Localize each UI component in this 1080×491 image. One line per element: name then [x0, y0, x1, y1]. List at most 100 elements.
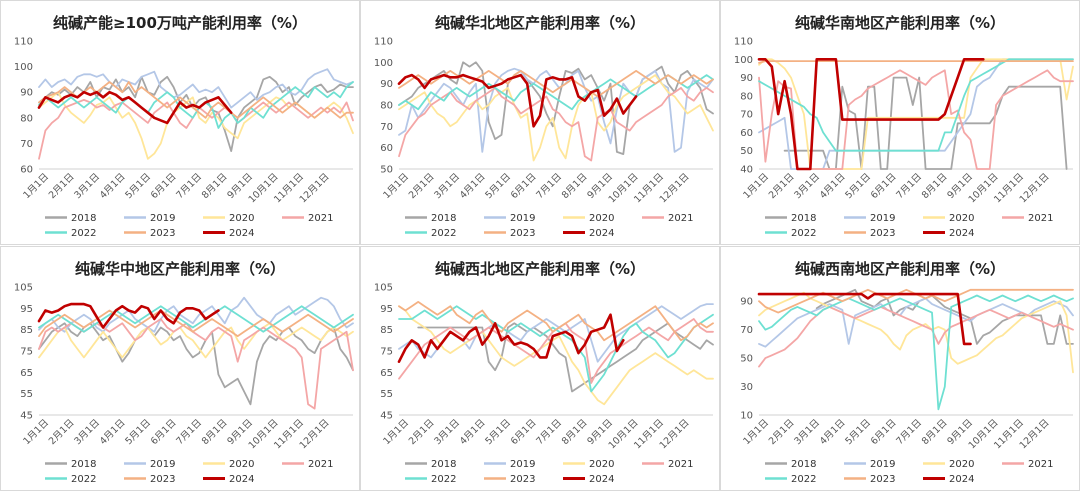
x-tick-label: 8月1日	[920, 417, 950, 447]
chart-svg-5: 纯碱西北地区产能利用率（%） 45 55 65 75 85 95 105 1月1日2月1日3月1…	[374, 260, 714, 485]
x-tick-label: 8月1日	[560, 417, 590, 447]
x-tick-label: 6月1日	[509, 417, 539, 447]
series-line-2023	[38, 309, 354, 337]
x-tick-label: 8月1日	[200, 171, 230, 201]
chart-title: 纯碱华中地区产能利用率（%）	[75, 260, 285, 278]
x-tick-label: 4月1日	[98, 417, 128, 447]
x-tick-label: 4月1日	[818, 171, 848, 201]
legend-item-2019: 2019	[124, 213, 175, 224]
y-tick-label: 70	[740, 325, 753, 336]
legend-item-2018: 2018	[765, 213, 816, 224]
series-line-2018	[38, 75, 354, 152]
series-line-2024	[37, 302, 220, 329]
series-line-2021	[758, 306, 1074, 368]
legend-item-2018: 2018	[405, 459, 456, 470]
legend-label: 2019	[870, 213, 895, 224]
y-tick-label: 65	[20, 368, 33, 379]
x-tick-label: 3月1日	[72, 171, 102, 201]
legend-item-2020: 2020	[203, 459, 254, 470]
legend-label: 2018	[431, 459, 456, 470]
y-tick-label: 85	[20, 325, 33, 336]
chart-svg-4: 纯碱华中地区产能利用率（%） 45 55 65 75 85 95 105 1月1日2月1日3月1…	[14, 260, 354, 485]
chart-svg-1: 纯碱产能≥100万吨产能利用率（%） 60 70 80 90 100 110 1月1日2月1日…	[14, 14, 354, 239]
x-tick-label: 4月1日	[458, 417, 488, 447]
x-tick-label: 7月1日	[174, 171, 204, 201]
x-tick-label: 7月1日	[534, 171, 564, 201]
series-line-2022	[758, 294, 1074, 411]
legend-label: 2022	[431, 474, 456, 485]
legend-item-2019: 2019	[844, 459, 895, 470]
legend-label: 2023	[510, 228, 535, 239]
legend-label: 2019	[510, 459, 535, 470]
y-tick-label: 60	[740, 128, 753, 139]
x-tick-label: 3月1日	[432, 171, 462, 201]
y-tick-label: 45	[380, 411, 393, 422]
x-tick-label: 2月1日	[767, 417, 797, 447]
legend-item-2024: 2024	[203, 228, 254, 239]
legend-label: 2023	[150, 474, 175, 485]
legend-item-2023: 2023	[484, 474, 535, 485]
series-line-2023	[398, 70, 714, 98]
y-tick-label: 90	[740, 73, 753, 84]
legend-label: 2024	[949, 228, 974, 239]
x-tick-label: 8月1日	[200, 417, 230, 447]
x-tick-label: 6月1日	[869, 171, 899, 201]
legend-item-2019: 2019	[484, 459, 535, 470]
legend-label: 2018	[431, 213, 456, 224]
x-tick-label: 8月1日	[560, 171, 590, 201]
chart-title: 纯碱华北地区产能利用率（%）	[435, 14, 645, 32]
legend-label: 2021	[308, 459, 333, 470]
legend-item-2018: 2018	[765, 459, 816, 470]
legend-item-2018: 2018	[45, 459, 96, 470]
legend-label: 2019	[870, 459, 895, 470]
legend-label: 2022	[431, 228, 456, 239]
x-tick-label: 1月1日	[381, 171, 411, 201]
legend-label: 2018	[71, 459, 96, 470]
legend-item-2024: 2024	[923, 228, 974, 239]
x-tick-label: 5月1日	[123, 171, 153, 201]
y-tick-label: 90	[380, 79, 393, 90]
legend-item-2022: 2022	[405, 228, 456, 239]
chart-title: 纯碱产能≥100万吨产能利用率（%）	[53, 14, 307, 32]
x-tick-label: 2月1日	[407, 417, 437, 447]
series-line-2019	[38, 296, 354, 333]
y-tick-label: 60	[20, 165, 33, 176]
legend-label: 2019	[510, 213, 535, 224]
series-line-2022	[758, 58, 1074, 152]
y-tick-label: 80	[20, 113, 33, 124]
legend-label: 2019	[150, 459, 175, 470]
legend-label: 2020	[229, 213, 254, 224]
legend-item-2020: 2020	[203, 213, 254, 224]
chart-panel-3: 纯碱华南地区产能利用率（%） 40 50 60 70 80 90 100 110 1月1日 2月1日…	[720, 0, 1080, 245]
legend-label: 2022	[791, 474, 816, 485]
x-tick-label: 7月1日	[894, 171, 924, 201]
legend-item-2024: 2024	[563, 474, 614, 485]
legend-label: 2024	[229, 228, 254, 239]
legend-item-2018: 2018	[405, 213, 456, 224]
legend-item-2022: 2022	[405, 474, 456, 485]
chart-panel-1: 纯碱产能≥100万吨产能利用率（%） 60 70 80 90 100 110 1月1日 2月1日…	[0, 0, 360, 245]
legend-item-2019: 2019	[484, 213, 535, 224]
x-tick-label: 5月1日	[843, 171, 873, 201]
series-line-2018	[417, 322, 714, 393]
y-tick-label: 40	[740, 165, 753, 176]
series-line-2024	[37, 90, 233, 125]
y-tick-label: 90	[740, 297, 753, 308]
x-tick-label: 6月1日	[149, 171, 179, 201]
legend-label: 2022	[791, 228, 816, 239]
x-tick-label: 5月1日	[483, 417, 513, 447]
legend-item-2023: 2023	[124, 228, 175, 239]
x-tick-label: 4月1日	[458, 171, 488, 201]
series-line-2024	[397, 313, 625, 363]
legend-item-2023: 2023	[124, 474, 175, 485]
x-tick-label: 5月1日	[843, 417, 873, 447]
y-tick-label: 70	[740, 110, 753, 121]
x-tick-label: 6月1日	[509, 171, 539, 201]
x-tick-label: 7月1日	[534, 417, 564, 447]
x-tick-label: 4月1日	[98, 171, 128, 201]
legend-item-2021: 2021	[642, 459, 693, 470]
legend-label: 2021	[668, 459, 693, 470]
legend-item-2022: 2022	[45, 228, 96, 239]
y-tick-label: 100	[734, 55, 753, 66]
legend-item-2022: 2022	[45, 474, 96, 485]
